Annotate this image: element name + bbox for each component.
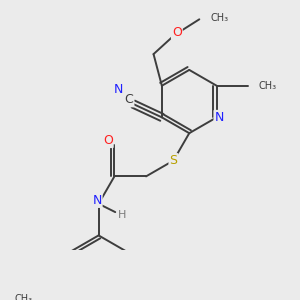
Text: C: C: [125, 93, 134, 106]
Text: CH₃: CH₃: [14, 294, 32, 300]
Text: O: O: [103, 134, 113, 147]
Text: S: S: [169, 154, 177, 167]
Text: H: H: [118, 210, 126, 220]
Text: N: N: [92, 194, 102, 207]
Text: N: N: [113, 82, 123, 95]
Text: O: O: [172, 26, 182, 39]
Text: CH₃: CH₃: [211, 13, 229, 22]
Text: N: N: [214, 111, 224, 124]
Text: CH₃: CH₃: [258, 81, 276, 91]
